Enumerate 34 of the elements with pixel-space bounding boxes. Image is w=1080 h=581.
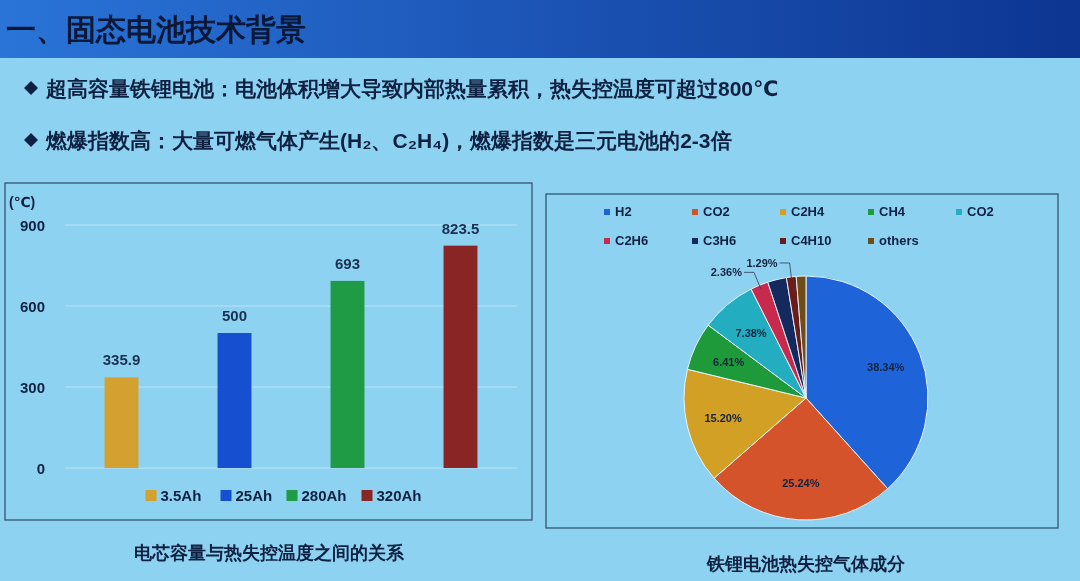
title: 电芯容量与热失控温度之间的关系 (133, 543, 404, 563)
legend-label: C2H6 (615, 233, 649, 248)
annotation: 超高容量铁锂电池：电池体积增大导致内部热量累积，热失控温度可超过800℃ (46, 77, 779, 100)
legend-label: C2H4 (791, 204, 825, 219)
annotation: 燃爆指数高：大量可燃气体产生(H₂、C₂H₄)，燃爆指数是三元电池的2-3倍 (46, 129, 732, 152)
data-label: 15.20% (704, 412, 742, 425)
data-label: 335.9 (102, 351, 141, 369)
legend-label: CO2 (967, 204, 994, 219)
data-label: 38.34% (867, 361, 905, 374)
legend-label: 25Ah (235, 487, 273, 504)
y-tick-label: 900 (19, 217, 45, 234)
data-label: 2.36% (710, 266, 742, 279)
y-axis-title: (℃) (9, 194, 36, 210)
legend-label: C3H6 (703, 233, 737, 248)
data-label: 823.5 (441, 219, 480, 237)
data-label: 7.38% (735, 326, 767, 339)
legend-label: others (879, 233, 919, 248)
legend-label: 3.5Ah (160, 487, 202, 504)
legend-label: CH4 (879, 204, 905, 219)
legend-label: 280Ah (301, 487, 347, 504)
data-label: 6.41% (713, 355, 745, 368)
data-label: 25.24% (782, 477, 820, 490)
y-tick-label: 600 (19, 298, 45, 315)
data-label: 1.29% (746, 257, 778, 269)
data-label: 500 (222, 307, 247, 324)
legend-label: C4H10 (791, 233, 832, 248)
legend-label: H2 (615, 204, 632, 219)
y-tick-label: 0 (36, 460, 45, 477)
title: 铁锂电池热失控气体成分 (707, 554, 905, 574)
legend-label: 320Ah (376, 487, 422, 504)
data-label: 693 (335, 254, 360, 272)
legend-label: CO2 (703, 204, 730, 219)
y-tick-label: 300 (19, 379, 45, 396)
title: 一、固态电池技术背景 (6, 13, 306, 46)
